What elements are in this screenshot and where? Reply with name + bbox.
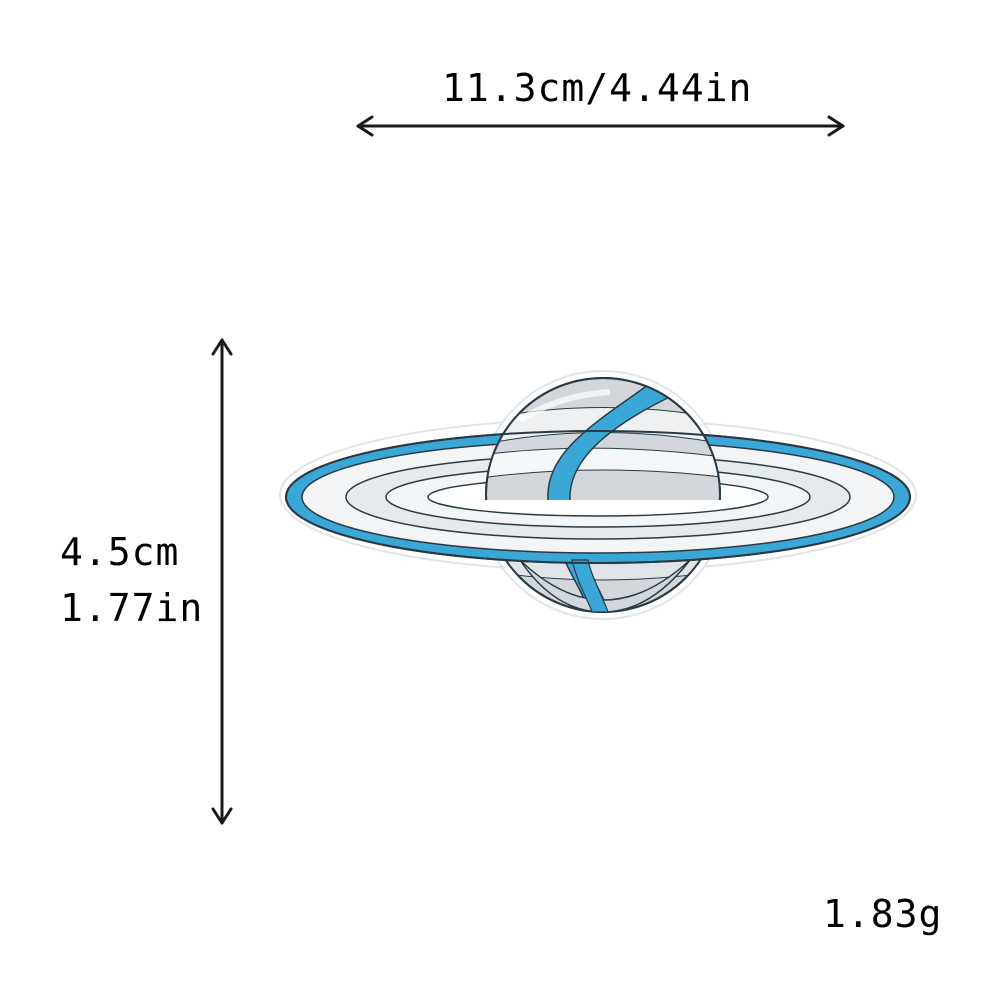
ring-front (285, 500, 911, 564)
width-arrow (356, 115, 845, 137)
width-dimension-label: 11.3cm/4.44in (442, 66, 753, 110)
weight-label: 1.83g (823, 892, 943, 936)
height-dimension-label: 4.5cm 1.77in (60, 524, 203, 636)
planet-lower (519, 559, 691, 613)
height-arrow (211, 338, 233, 825)
height-in-label: 1.77in (60, 586, 204, 630)
height-cm-label: 4.5cm (60, 530, 180, 574)
ring-outline (285, 430, 911, 564)
